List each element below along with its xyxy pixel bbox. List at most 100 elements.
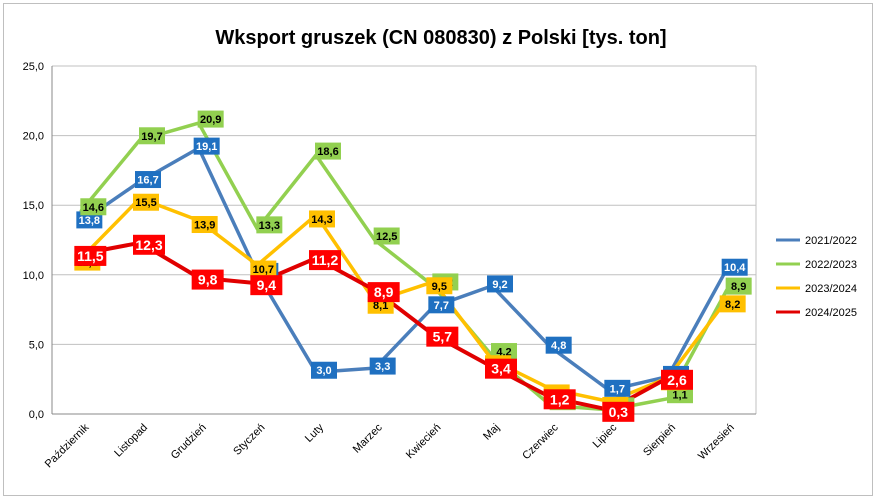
line-chart: Wksport gruszek (CN 080830) z Polski [ty… <box>23 27 857 470</box>
legend-label: 2022/2023 <box>805 259 857 271</box>
data-label-text: 15,5 <box>135 197 156 209</box>
data-label-box <box>80 198 107 216</box>
data-label-box <box>309 210 335 228</box>
data-label-text: 13,9 <box>194 220 215 232</box>
data-label-text: 9,4 <box>257 277 277 293</box>
data-label-text: 4,8 <box>551 340 566 352</box>
data-label-box <box>725 277 752 295</box>
data-label: 7,7 <box>428 296 455 314</box>
series-line-2021/2022 <box>79 146 729 393</box>
data-label: 10,4 <box>721 258 748 276</box>
data-label: 3,0 <box>311 361 337 379</box>
data-label-text: 14,3 <box>311 214 332 226</box>
data-label-box <box>74 245 107 266</box>
y-tick-label: 15,0 <box>23 200 44 212</box>
legend-entry: 2022/2023 <box>776 259 857 271</box>
chart-frame: Wksport gruszek (CN 080830) z Polski [ty… <box>3 3 873 496</box>
data-label: 5,7 <box>426 326 459 347</box>
data-label: 1,1 <box>667 386 693 404</box>
data-label-box <box>373 227 400 245</box>
data-label-box <box>250 275 283 296</box>
data-label-box <box>197 110 224 128</box>
data-label-text: 3,3 <box>375 361 390 373</box>
data-label-box <box>256 216 283 234</box>
data-label-text: 2,6 <box>667 372 687 388</box>
data-label-box <box>426 277 453 295</box>
data-label: 14,6 <box>80 198 107 216</box>
data-label-text: 8,1 <box>373 300 388 312</box>
data-label-text: 0,3 <box>609 404 629 420</box>
data-label-text: 11,5 <box>77 248 104 264</box>
data-label-text: 5,7 <box>433 329 453 345</box>
data-label-box <box>426 326 459 347</box>
data-label: 12,5 <box>373 227 400 245</box>
data-label-box <box>719 295 746 313</box>
data-label: 11,2 <box>309 250 341 271</box>
data-label: 13,8 <box>76 211 103 229</box>
data-label: 1,2 <box>543 389 576 410</box>
legend-label: 2023/2024 <box>805 283 857 295</box>
series-line-2023/2024 <box>79 196 729 404</box>
data-label-box <box>133 193 159 211</box>
data-label: 13,9 <box>191 216 218 234</box>
data-label-text: 12,5 <box>376 231 397 243</box>
series-lines <box>79 121 729 412</box>
data-label: 8,9 <box>725 277 752 295</box>
data-label-text: 10,4 <box>724 262 746 274</box>
data-label-text: 16,7 <box>137 175 158 187</box>
legend-label: 2021/2022 <box>805 235 857 247</box>
data-label-box <box>133 234 165 255</box>
data-label: 15,5 <box>133 193 159 211</box>
data-label: 9,4 <box>250 275 283 296</box>
x-tick-label: Lipiec <box>591 421 620 450</box>
data-label: 9,2 <box>487 275 513 293</box>
legend: 2021/2022 2022/2023 2023/2024 2024/2025 <box>776 235 857 319</box>
data-label-text: 20,9 <box>200 114 221 126</box>
data-label-box <box>139 127 165 145</box>
data-label: 19,1 <box>193 137 220 155</box>
data-label-text: 11,2 <box>312 252 339 268</box>
data-label-text: 9,5 <box>432 281 447 293</box>
data-label-box <box>135 171 161 189</box>
data-label-box <box>543 389 576 410</box>
data-label-box <box>485 358 517 379</box>
x-tick-label: Wrzesień <box>696 422 737 463</box>
data-label: 16,7 <box>135 171 161 189</box>
data-label: 13,3 <box>256 216 283 234</box>
data-label-box <box>191 216 218 234</box>
data-label: 8,2 <box>719 295 746 313</box>
data-label-text: 18,6 <box>317 146 338 158</box>
data-label-text: 3,4 <box>491 361 511 377</box>
data-label-text: 14,6 <box>83 202 104 214</box>
data-label-text: 13,3 <box>259 220 280 232</box>
data-label: 20,9 <box>197 110 224 128</box>
data-label: 14,3 <box>309 210 335 228</box>
data-label-box <box>309 250 341 271</box>
data-label-box <box>545 336 572 354</box>
data-label-text: 9,8 <box>198 272 218 288</box>
data-label-box <box>661 369 693 390</box>
data-label-box <box>667 386 693 404</box>
x-axis-ticks: Październik Listopad Grudzień Styczeń Luty Ma… <box>43 421 737 470</box>
data-label: 3,3 <box>369 357 396 375</box>
data-label-box <box>369 357 396 375</box>
data-labels: 13,816,719,110,13,03,37,79,24,81,72,710,… <box>74 110 752 422</box>
data-label: 2,6 <box>661 369 693 390</box>
legend-entry: 2024/2025 <box>776 307 857 319</box>
data-label-text: 7,7 <box>434 300 449 312</box>
grid <box>51 65 757 415</box>
y-tick-label: 20,0 <box>23 131 44 143</box>
legend-entry: 2021/2022 <box>776 235 857 247</box>
data-label-box <box>428 296 455 314</box>
data-label-box <box>721 258 748 276</box>
data-label: 9,8 <box>191 269 224 290</box>
data-label-box <box>191 269 224 290</box>
data-label: 12,3 <box>133 234 165 255</box>
data-label-text: 10,7 <box>253 264 274 276</box>
data-label-box <box>487 275 513 293</box>
data-label-box <box>602 401 635 422</box>
data-label: 0,3 <box>602 401 635 422</box>
data-label-box <box>367 282 400 303</box>
x-tick-label: Listopad <box>112 422 150 460</box>
legend-label: 2024/2025 <box>805 307 857 319</box>
